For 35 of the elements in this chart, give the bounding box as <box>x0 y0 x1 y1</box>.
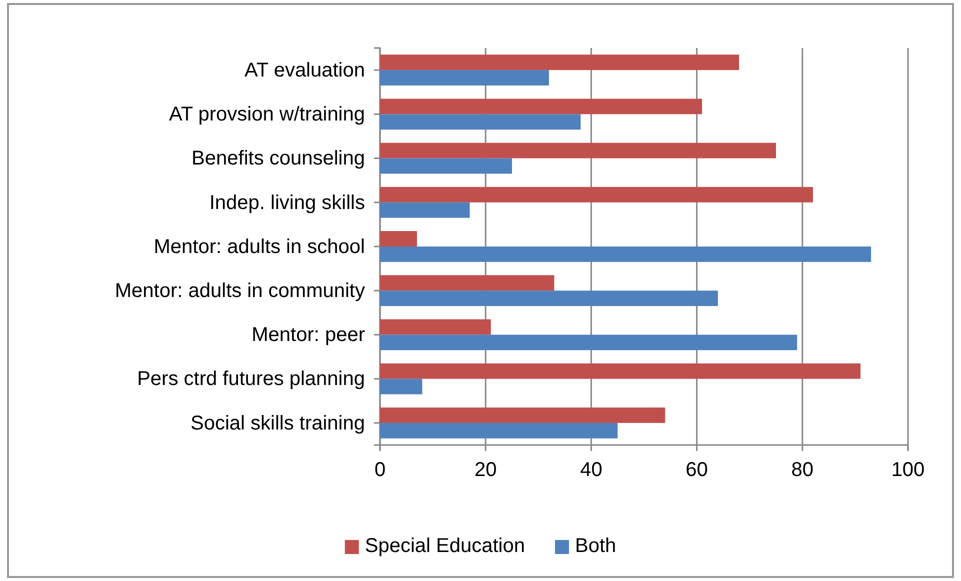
bar <box>380 142 776 158</box>
x-tick-label: 100 <box>891 459 925 481</box>
y-tick-label: Benefits counseling <box>192 148 365 170</box>
bar <box>380 202 470 218</box>
y-tick-label: Indep. living skills <box>209 192 365 214</box>
bar <box>380 231 417 246</box>
y-tick-label: Mentor: peer <box>252 324 366 346</box>
legend-label: Special Education <box>364 535 525 557</box>
bar <box>380 408 666 423</box>
x-tick-label: 20 <box>474 459 497 481</box>
legend-label: Both <box>574 535 616 557</box>
bar <box>380 158 512 174</box>
x-tick-label: 0 <box>374 459 386 481</box>
bar <box>380 54 740 70</box>
y-tick-label: Mentor: adults in school <box>154 236 365 258</box>
bar <box>380 70 549 86</box>
bar <box>380 319 491 335</box>
bar <box>380 290 718 306</box>
bar <box>380 114 581 130</box>
bar <box>380 422 618 438</box>
bar <box>380 98 702 114</box>
x-tick-label: 80 <box>791 459 814 481</box>
y-tick-label: Mentor: adults in community <box>114 280 365 302</box>
y-tick-label: Pers ctrd futures planning <box>137 368 365 390</box>
bar <box>380 246 872 262</box>
bar <box>380 275 554 291</box>
x-tick-label: 40 <box>580 459 602 481</box>
bar <box>380 378 422 394</box>
y-tick-label: AT evaluation <box>244 59 365 82</box>
bar <box>380 363 860 379</box>
y-tick-label: Social skills training <box>190 412 365 434</box>
y-tick-label: AT provsion w/training <box>168 104 365 126</box>
x-tick-label: 60 <box>686 459 708 481</box>
bar <box>380 186 813 202</box>
bar <box>380 334 798 350</box>
